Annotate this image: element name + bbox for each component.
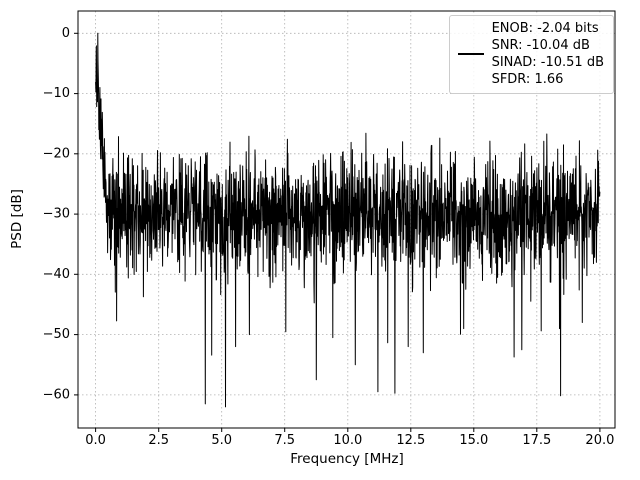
x-tick-label: 7.5 bbox=[274, 433, 295, 448]
x-tick-label: 15.0 bbox=[459, 433, 488, 448]
y-tick-label: 0 bbox=[62, 26, 70, 41]
psd-series-line bbox=[95, 32, 601, 408]
x-tick-label: 5.0 bbox=[211, 433, 232, 448]
y-axis-label: PSD [dB] bbox=[9, 189, 25, 249]
y-tick-label: −20 bbox=[43, 146, 70, 161]
x-axis-label: Frequency [MHz] bbox=[290, 451, 404, 467]
legend-entries: ENOB: -2.04 bits SNR: -10.04 dB SINAD: -… bbox=[492, 20, 604, 89]
x-tick-label: 2.5 bbox=[148, 433, 169, 448]
y-tick-label: −60 bbox=[43, 387, 70, 402]
tick-marks bbox=[74, 32, 601, 432]
legend-entry-snr: SNR: -10.04 dB bbox=[491, 38, 590, 54]
x-tick-label: 17.5 bbox=[522, 433, 551, 448]
x-tick-label: 20.0 bbox=[585, 433, 614, 448]
legend-entry-sfdr: SFDR: 1.66 bbox=[491, 72, 564, 88]
y-tick-label: −30 bbox=[43, 207, 70, 222]
legend-entry-sinad: SINAD: -10.51 dB bbox=[491, 55, 604, 71]
y-tick-label: −10 bbox=[43, 86, 70, 101]
y-tick-label: −50 bbox=[43, 327, 70, 342]
y-tick-label: −40 bbox=[43, 267, 70, 282]
legend-entry-enob: ENOB: -2.04 bits bbox=[491, 21, 599, 36]
axes-spines bbox=[77, 10, 616, 429]
x-tick-label: 12.5 bbox=[396, 433, 425, 448]
tick-labels: 0.0 2.5 5.0 7.5 10.0 12.5 15.0 17.5 20.0 0 −10 −20 −… bbox=[43, 26, 615, 448]
legend-line-sample-icon bbox=[457, 53, 484, 56]
x-tick-label: 10.0 bbox=[333, 433, 362, 448]
legend: ENOB: -2.04 bits SNR: -10.04 dB SINAD: -… bbox=[448, 15, 614, 94]
x-tick-label: 0.0 bbox=[85, 433, 106, 448]
